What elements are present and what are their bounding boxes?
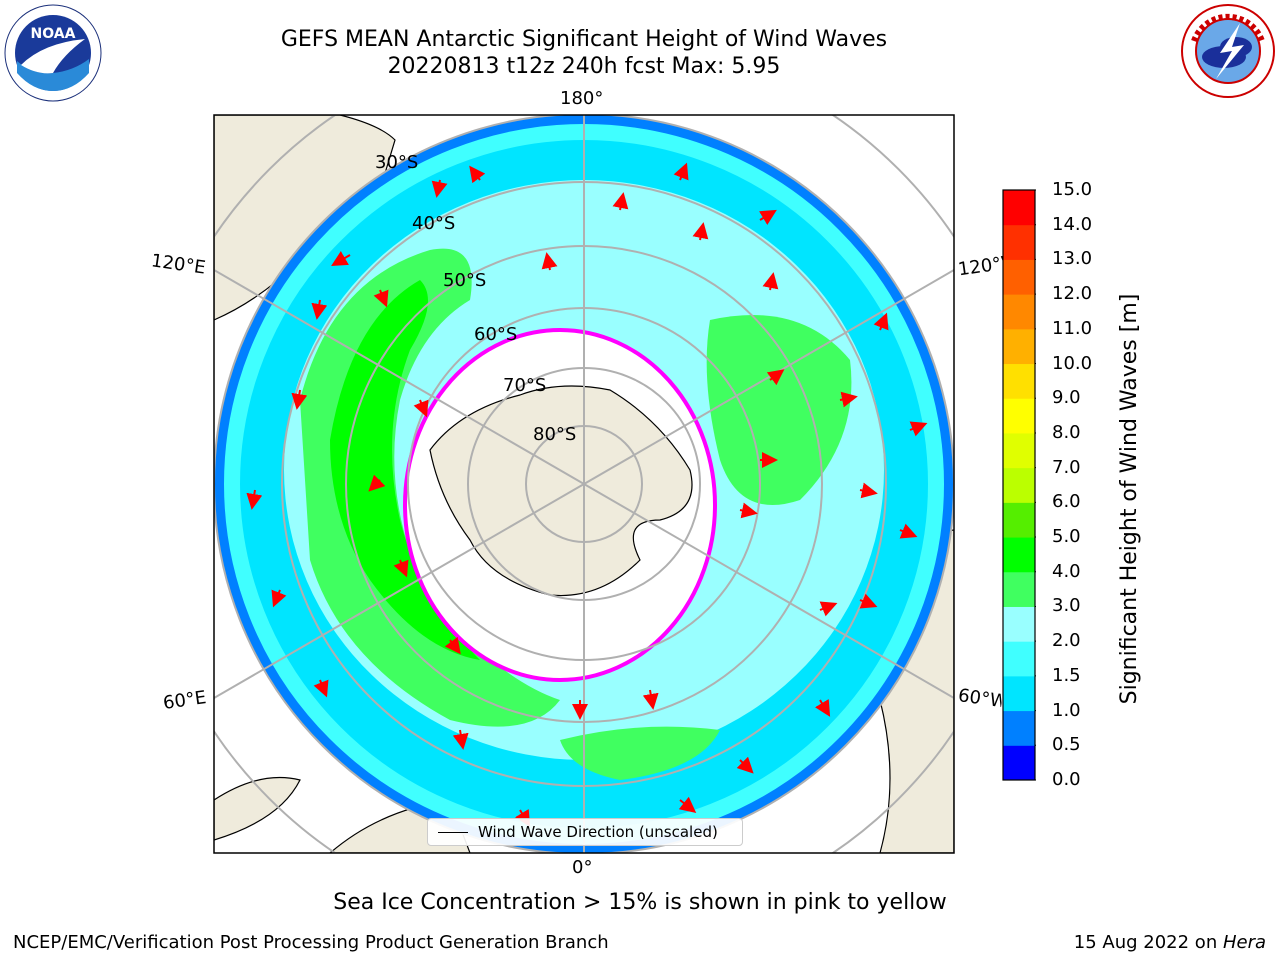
- colorbar-tick-label: 5.0: [1052, 526, 1081, 548]
- lon-label-0: 0°: [572, 857, 593, 878]
- colorbar-segment: [1003, 432, 1035, 469]
- legend-line-icon: [438, 832, 468, 834]
- footer-machine: Hera: [1222, 932, 1266, 953]
- footer-date-text: 15 Aug 2022 on: [1073, 932, 1223, 953]
- colorbar-segment: [1003, 571, 1035, 607]
- africa-land: [214, 776, 301, 841]
- colorbar-tick-label: 0.5: [1052, 734, 1081, 756]
- colorbar-tick-label: 10.0: [1052, 352, 1093, 374]
- sea-ice-note: Sea Ice Concentration > 15% is shown in …: [333, 890, 947, 915]
- footer-date: 15 Aug 2022 on Hera: [1074, 932, 1266, 953]
- colorbar-label: Significant Height of Wind Waves [m]: [1117, 293, 1142, 705]
- legend-label: Wind Wave Direction (unscaled): [478, 823, 718, 841]
- footer-producer: NCEP/EMC/Verification Post Processing Pr…: [13, 932, 609, 953]
- colorbar-segment: [1003, 641, 1035, 677]
- lat-label-60s: 60°S: [474, 324, 518, 345]
- colorbar-tick-label: 14.0: [1052, 213, 1093, 235]
- colorbar-tick-label: 7.0: [1052, 456, 1081, 478]
- antarctica-land: [429, 385, 693, 597]
- lat-label-80s: 80°S: [533, 424, 577, 445]
- colorbar-tick-label: 11.0: [1052, 317, 1093, 339]
- colorbar-segment: [1003, 606, 1035, 642]
- colorbar-tick-label: 15.0: [1052, 179, 1093, 200]
- colorbar-segment: [1003, 363, 1035, 399]
- lat-label-70s: 70°S: [503, 375, 547, 396]
- national-weather-service-logo-icon: [1181, 4, 1275, 98]
- colorbar-segment: [1003, 675, 1035, 712]
- chart-title: GEFS MEAN Antarctic Significant Height o…: [280, 27, 888, 52]
- lat-label-40s: 40°S: [412, 213, 456, 234]
- noaa-logo-text: NOAA: [31, 26, 76, 42]
- colorbar-tick-label: 1.5: [1052, 664, 1081, 686]
- colorbar-segment: [1003, 190, 1035, 226]
- lon-label-180: 180°: [560, 88, 604, 109]
- colorbar-tick-label: 9.0: [1052, 387, 1081, 409]
- colorbar-segment: [1003, 224, 1035, 260]
- colorbar-segment: [1003, 328, 1035, 365]
- colorbar-tick-label: 3.0: [1052, 595, 1081, 617]
- map-legend: Wind Wave Direction (unscaled): [427, 818, 743, 846]
- colorbar-segment: [1003, 537, 1035, 573]
- colorbar: [1002, 189, 1036, 781]
- colorbar-segment: [1003, 710, 1035, 746]
- colorbar-segment: [1003, 745, 1035, 781]
- colorbar-tick-label: 0.0: [1052, 769, 1081, 790]
- colorbar-tick-label: 4.0: [1052, 560, 1081, 582]
- colorbar-segment: [1003, 294, 1035, 330]
- colorbar-segment: [1003, 398, 1035, 434]
- colorbar-tick-label: 13.0: [1052, 248, 1093, 270]
- colorbar-tick-label: 6.0: [1052, 491, 1081, 513]
- wind-wave-direction-arrows: [246, 162, 928, 827]
- noaa-logo-icon: NOAA: [4, 4, 102, 102]
- colorbar-segment: [1003, 259, 1035, 295]
- lat-label-50s: 50°S: [443, 270, 487, 291]
- lat-label-30s: 30°S: [375, 152, 419, 173]
- colorbar-tick-label: 12.0: [1052, 283, 1093, 305]
- colorbar-tick-label: 8.0: [1052, 421, 1081, 443]
- colorbar-segment: [1003, 467, 1035, 503]
- colorbar-tick-label: 1.0: [1052, 699, 1081, 721]
- colorbar-segment: [1003, 502, 1035, 538]
- colorbar-tick-label: 2.0: [1052, 630, 1081, 652]
- chart-subtitle: 20220813 t12z 240h fcst Max: 5.95: [387, 54, 781, 79]
